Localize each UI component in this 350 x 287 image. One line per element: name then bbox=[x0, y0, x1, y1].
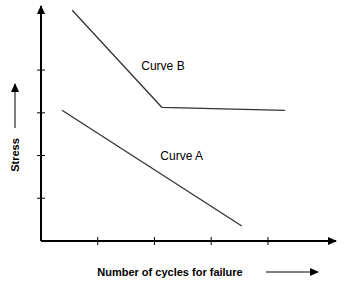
y-label-arrow bbox=[15, 84, 16, 128]
y-tick bbox=[37, 112, 45, 113]
plot-area bbox=[62, 10, 285, 226]
series-line bbox=[62, 110, 242, 226]
x-axis-label: Number of cycles for failure bbox=[97, 266, 243, 278]
y-tick bbox=[37, 155, 45, 156]
annotation: Curve B bbox=[141, 59, 184, 73]
series-line bbox=[72, 10, 285, 110]
x-tick bbox=[267, 237, 268, 245]
chart: Curve A Curve B Number of cycles for failu… bbox=[0, 0, 350, 287]
x-tick bbox=[211, 237, 212, 245]
y-axis bbox=[40, 6, 42, 241]
y-axis-label: Stress bbox=[9, 138, 21, 172]
x-label-arrow bbox=[266, 272, 318, 273]
x-tick bbox=[154, 237, 155, 245]
x-axis bbox=[41, 240, 336, 242]
y-tick bbox=[37, 198, 45, 199]
y-tick bbox=[37, 70, 45, 71]
x-tick bbox=[97, 237, 98, 245]
annotation: Curve A bbox=[160, 149, 203, 163]
